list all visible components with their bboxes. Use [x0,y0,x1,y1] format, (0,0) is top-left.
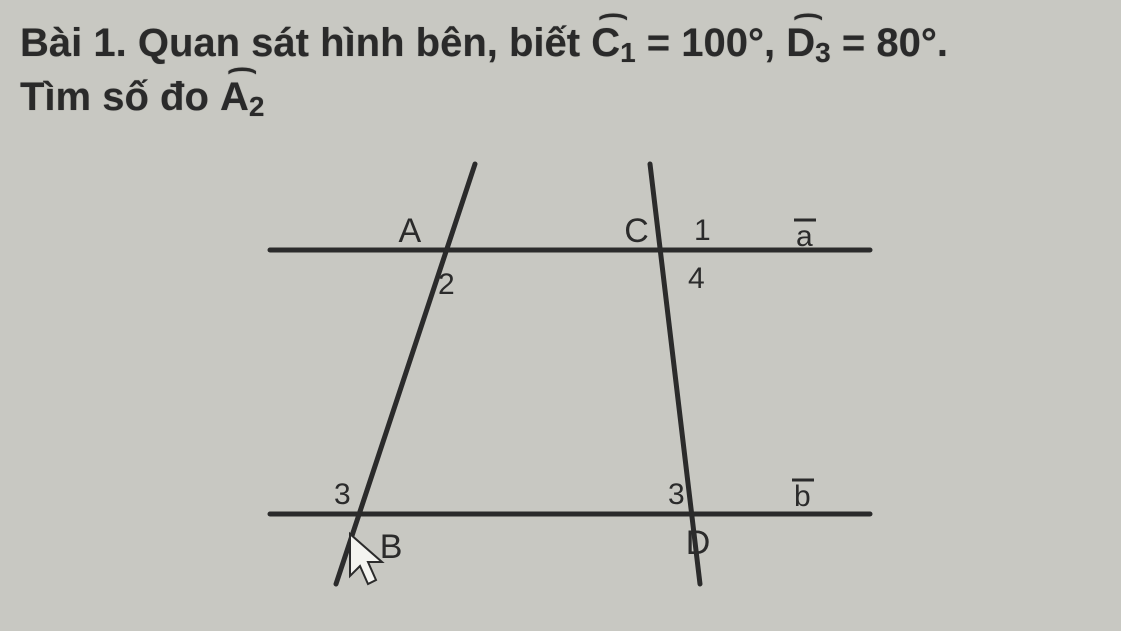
expr-A2: A2 [220,75,264,119]
problem-text-2: Tìm số đo [20,75,209,119]
point-label-C: C [624,212,649,250]
point-label-A: A [399,212,422,250]
hat-C: C1 [591,18,635,68]
expr-D3: D3 = 80°. [786,21,948,65]
problem-prefix: Bài 1. [20,21,127,65]
cursor-arrow-icon [350,534,382,584]
problem-line-2: Tìm số đo A2 [20,72,1101,122]
C1-value: 100° [681,21,764,65]
hat-A: A2 [220,72,264,122]
geometry-figure: A C B D 1 4 2 3 3 a b [250,154,890,594]
problem-statement: Bài 1. Quan sát hình bên, biết C1 = 100°… [20,18,1101,122]
point-label-B: B [380,528,403,566]
angle-label-A2: 2 [438,268,455,301]
angle-label-D3: 3 [668,478,685,511]
problem-text-1: Quan sát hình bên, biết [138,21,580,65]
angle-label-C1: 1 [694,214,711,247]
expr-C1: C1 = 100°, [591,21,786,65]
problem-line-1: Bài 1. Quan sát hình bên, biết C1 = 100°… [20,18,1101,68]
figure-line-t2 [650,164,700,584]
figure-svg: A C B D 1 4 2 3 3 a b [250,154,890,594]
D3-value: 80° [876,21,937,65]
line-label-a: a [796,220,813,253]
line-label-b: b [794,480,811,513]
angle-label-C4: 4 [688,262,705,295]
point-label-D: D [686,524,711,562]
angle-label-B3: 3 [334,478,351,511]
hat-D: D3 [786,18,830,68]
